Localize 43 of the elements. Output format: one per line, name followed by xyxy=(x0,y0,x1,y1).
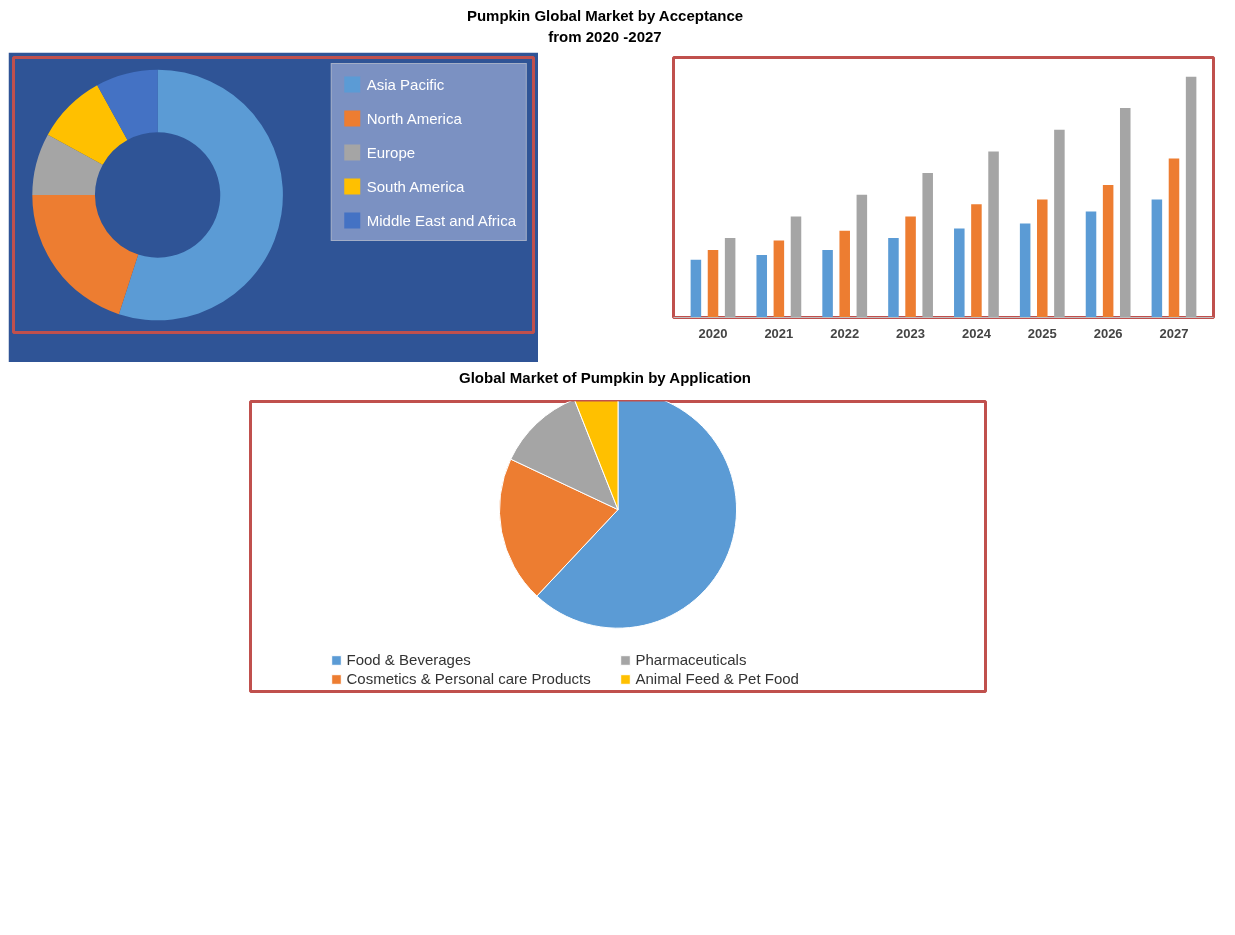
x-tick-label: 2024 xyxy=(961,325,992,341)
bar xyxy=(773,240,785,318)
bar xyxy=(1119,108,1131,318)
legend-label: North America xyxy=(366,109,462,127)
bar xyxy=(1168,158,1180,318)
bar xyxy=(1151,199,1163,318)
bar xyxy=(988,151,999,318)
legend-label: Animal Feed & Pet Food xyxy=(635,670,800,687)
bar xyxy=(1054,129,1065,318)
legend-label: Middle East and Africa xyxy=(366,211,516,229)
x-tick-label: 2023 xyxy=(896,325,926,341)
bar xyxy=(922,173,933,318)
x-tick-label: 2026 xyxy=(1093,325,1123,341)
text: Pumpkin Global Market by Acceptance from 2020 -2027 xyxy=(466,6,744,48)
legend-label: Asia Pacific xyxy=(366,75,445,93)
chart-title: Global Market of Pumpkin by Application xyxy=(459,368,751,388)
bar xyxy=(724,238,736,318)
legend-label: Cosmetics & Personal care Products xyxy=(346,670,592,687)
bar xyxy=(905,216,916,318)
bar xyxy=(707,250,719,318)
bar xyxy=(690,259,702,318)
x-tick-label: 2025 xyxy=(1027,325,1057,341)
legend-label: Pharmaceuticals xyxy=(635,651,748,668)
legend-label: South America xyxy=(366,177,465,195)
bar xyxy=(839,230,850,318)
bar xyxy=(954,228,965,318)
bar xyxy=(1019,223,1031,318)
bar xyxy=(1037,199,1048,318)
bar xyxy=(888,238,899,318)
x-tick-label: 2020 xyxy=(698,325,728,341)
x-tick-label: 2027 xyxy=(1159,325,1189,341)
bar xyxy=(790,216,802,318)
legend-label: Food & Beverages xyxy=(346,651,472,668)
x-tick-label: 2022 xyxy=(830,325,860,341)
bar xyxy=(1185,76,1197,318)
bar xyxy=(971,204,982,318)
bar xyxy=(822,250,833,318)
bar xyxy=(1085,211,1097,318)
bar xyxy=(756,254,768,318)
legend-label: Europe xyxy=(366,143,416,161)
x-tick-label: 2021 xyxy=(764,325,794,341)
bar xyxy=(1102,185,1114,318)
bar xyxy=(856,194,868,318)
